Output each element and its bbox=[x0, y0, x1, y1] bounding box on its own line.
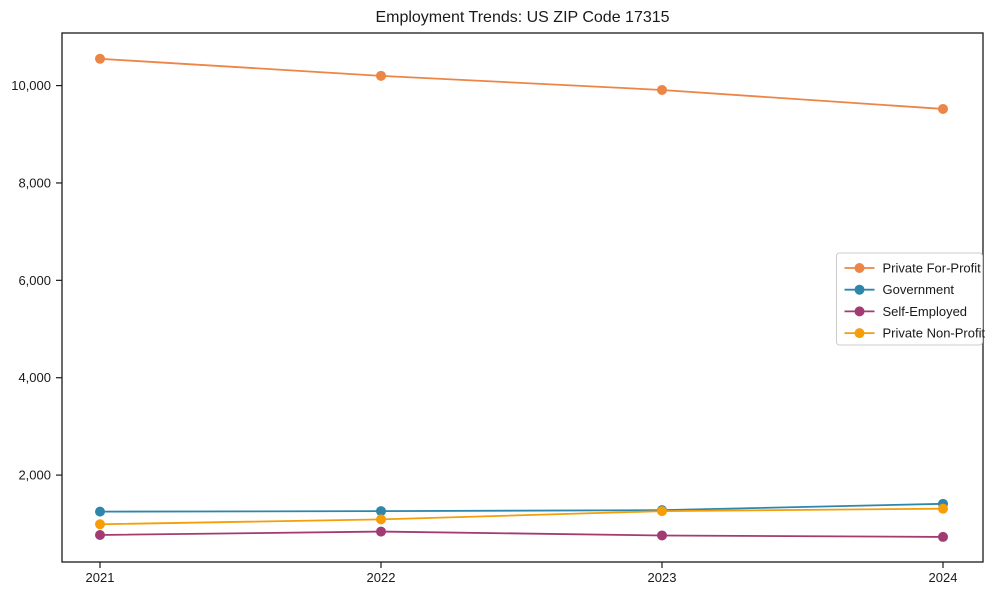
legend-box bbox=[836, 252, 983, 346]
data-point-marker bbox=[657, 84, 667, 95]
legend-entry: Private Non-Profit bbox=[844, 326, 986, 341]
data-point-marker bbox=[376, 526, 386, 537]
legend-entry: Self-Employed bbox=[844, 304, 968, 319]
data-point-marker bbox=[657, 506, 667, 517]
legend-marker bbox=[854, 328, 865, 339]
series-self-employed bbox=[95, 526, 948, 542]
data-point-marker bbox=[376, 514, 386, 525]
chart-title: Employment Trends: US ZIP Code 17315 bbox=[375, 9, 670, 26]
data-point-marker bbox=[95, 506, 105, 517]
legend-label: Government bbox=[883, 282, 955, 297]
y-axis: 2,000 4,000 6,000 8,000 10,000 bbox=[11, 78, 62, 483]
legend-label: Private Non-Profit bbox=[883, 326, 986, 341]
legend-marker bbox=[854, 263, 865, 273]
data-point-marker bbox=[938, 103, 948, 114]
data-point-marker bbox=[95, 53, 105, 64]
y-tick-label: 6,000 bbox=[18, 273, 51, 288]
data-point-marker bbox=[376, 70, 386, 81]
data-point-marker bbox=[657, 530, 667, 541]
x-tick-label: 2023 bbox=[648, 570, 677, 585]
data-point-marker bbox=[938, 503, 948, 514]
y-tick-label: 10,000 bbox=[11, 78, 51, 93]
x-axis: 2021 2022 2023 2024 bbox=[86, 562, 958, 585]
data-point-marker bbox=[938, 531, 948, 542]
series-private-for-profit bbox=[95, 53, 948, 114]
legend-marker bbox=[854, 306, 865, 317]
data-point-marker bbox=[376, 506, 386, 517]
legend-label: Self-Employed bbox=[883, 304, 968, 319]
series-line bbox=[99, 530, 944, 538]
x-tick-label: 2021 bbox=[86, 570, 115, 585]
legend-entry: Private For-Profit bbox=[844, 261, 982, 276]
x-tick-label: 2024 bbox=[929, 570, 958, 585]
legend-label: Private For-Profit bbox=[883, 261, 982, 276]
data-point-marker bbox=[95, 519, 105, 530]
y-tick-label: 2,000 bbox=[18, 468, 51, 483]
series-line bbox=[99, 57, 944, 110]
data-point-marker bbox=[95, 529, 105, 540]
series-government bbox=[95, 498, 948, 517]
y-tick-label: 4,000 bbox=[18, 370, 51, 385]
legend-entry: Government bbox=[844, 282, 955, 297]
series-line bbox=[99, 502, 944, 513]
y-tick-label: 8,000 bbox=[18, 175, 51, 190]
legend: Private For-Profit Government Self-Employe… bbox=[836, 252, 986, 346]
x-tick-label: 2022 bbox=[367, 570, 396, 585]
series-private-non-profit bbox=[95, 503, 948, 530]
legend-marker bbox=[854, 284, 865, 295]
series-line bbox=[99, 507, 944, 526]
